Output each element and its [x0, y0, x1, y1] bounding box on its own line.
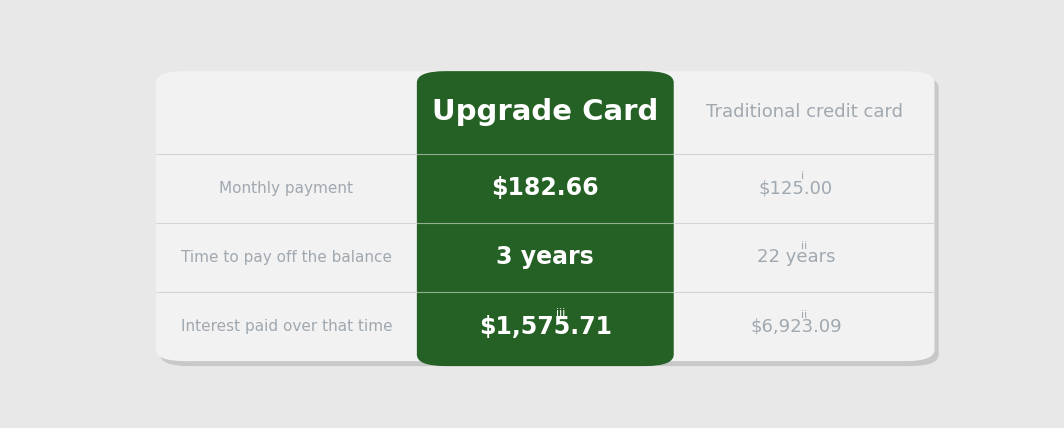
FancyBboxPatch shape	[161, 76, 938, 366]
Text: Time to pay off the balance: Time to pay off the balance	[181, 250, 392, 265]
Text: Monthly payment: Monthly payment	[219, 181, 353, 196]
Text: 3 years: 3 years	[497, 246, 594, 270]
Text: $1,575.71: $1,575.71	[479, 315, 612, 339]
Text: Traditional credit card: Traditional credit card	[705, 104, 902, 122]
Text: $6,923.09: $6,923.09	[750, 318, 842, 336]
Text: ii: ii	[801, 309, 808, 320]
Text: 22 years: 22 years	[757, 249, 835, 267]
Text: Interest paid over that time: Interest paid over that time	[181, 319, 393, 334]
Text: i: i	[801, 171, 804, 181]
Text: ii: ii	[801, 241, 808, 250]
Text: iii: iii	[556, 308, 566, 318]
Text: $125.00: $125.00	[759, 179, 833, 197]
FancyBboxPatch shape	[156, 71, 934, 361]
Text: Upgrade Card: Upgrade Card	[432, 98, 659, 126]
Text: $182.66: $182.66	[492, 176, 599, 200]
FancyBboxPatch shape	[417, 71, 674, 366]
